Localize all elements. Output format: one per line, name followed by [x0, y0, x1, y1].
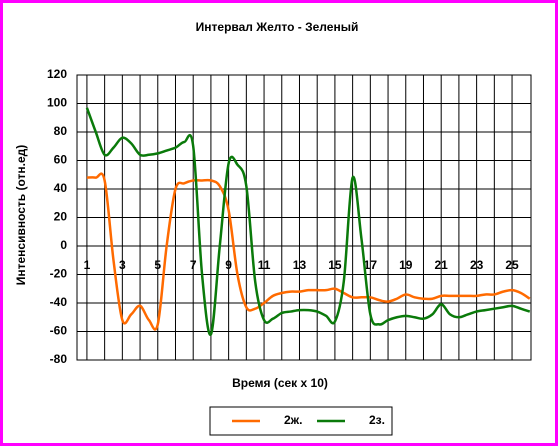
data-line	[85, 107, 531, 336]
data-line	[86, 172, 531, 331]
x-axis-title: Время (сек x 10)	[232, 376, 328, 390]
y-tick-label: 40	[54, 181, 68, 195]
legend-label: 2з.	[369, 413, 385, 427]
y-tick-label: 120	[47, 67, 67, 81]
y-tick-label: 100	[47, 96, 67, 110]
y-tick-label: 0	[60, 238, 67, 252]
y-tick-label: 80	[54, 124, 68, 138]
y-tick-label: -80	[50, 352, 68, 366]
y-tick-label: 20	[54, 210, 68, 224]
chart-title: Интервал Желто - Зеленый	[196, 20, 359, 34]
y-axis-title: Интенсивность (отн.ед)	[14, 145, 28, 286]
y-tick-label: -40	[50, 295, 68, 309]
legend-label: 2ж.	[284, 413, 303, 427]
y-tick-label: 60	[54, 153, 68, 167]
y-tick-label: -60	[50, 324, 68, 338]
y-tick-label: -20	[50, 267, 68, 281]
